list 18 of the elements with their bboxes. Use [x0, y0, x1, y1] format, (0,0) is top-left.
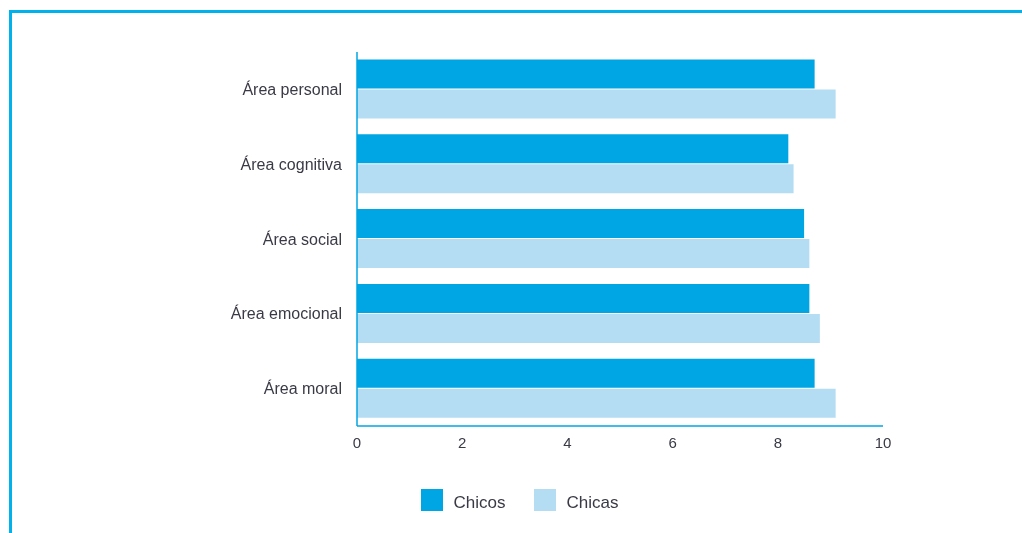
x-tick-label: 10 [874, 433, 892, 451]
x-tick-label: 0 [352, 433, 362, 451]
x-tick-label: 2 [458, 433, 467, 451]
bar [357, 313, 820, 343]
bar [357, 164, 794, 194]
y-tick-label: Área cognitiva [240, 154, 343, 173]
y-tick-label: Área emocional [230, 304, 342, 323]
y-tick-label: Área social [262, 229, 342, 248]
x-tick-label: 6 [668, 433, 677, 451]
legend-label: Chicas [566, 492, 619, 513]
y-tick-label: Área moral [263, 379, 342, 398]
y-tick-label: Área personal [242, 80, 342, 99]
bar [357, 239, 810, 269]
bar [357, 388, 836, 418]
bar [357, 89, 836, 119]
x-tick-label: 4 [563, 433, 572, 451]
legend-label: Chicos [453, 492, 506, 513]
x-tick-label: 8 [773, 433, 782, 451]
